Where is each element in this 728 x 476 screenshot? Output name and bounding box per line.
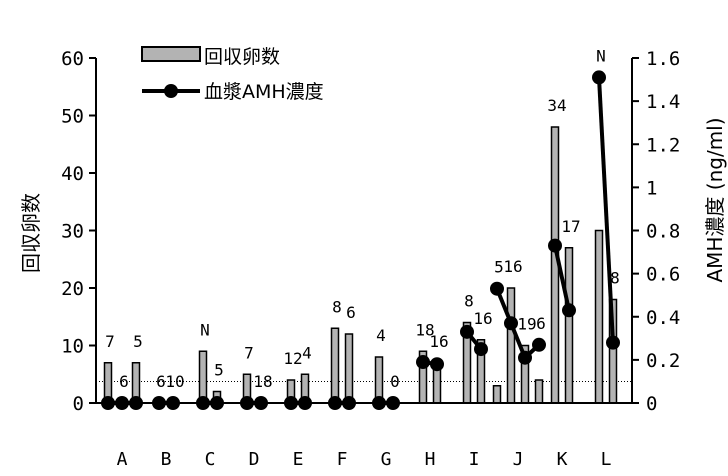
category-label: E — [293, 449, 304, 470]
right-tick-label: 1 — [646, 177, 657, 199]
bar — [594, 229, 604, 404]
right-tick-label: 0 — [646, 393, 657, 415]
right-tick-label: 0.2 — [646, 350, 680, 372]
right-tick-label: 1.6 — [646, 48, 680, 70]
left-tick-label: 50 — [61, 106, 84, 128]
bar — [344, 333, 354, 404]
amh-point — [562, 303, 576, 318]
right-tick-label: 0.8 — [646, 221, 680, 243]
data-label: 4 — [376, 326, 386, 345]
data-label: 4 — [302, 343, 312, 362]
category-label: J — [513, 449, 524, 470]
category-label: B — [161, 449, 172, 470]
data-label: 8 — [332, 297, 342, 316]
right-tick-label: 1.4 — [646, 91, 680, 113]
amh-point — [490, 281, 504, 296]
data-label: 8 — [610, 269, 620, 288]
category-label: F — [337, 449, 348, 470]
category-label: L — [601, 449, 612, 470]
category-label: D — [249, 449, 260, 470]
data-label: 8 — [464, 292, 474, 311]
bar — [564, 247, 574, 404]
bar — [198, 350, 208, 404]
bar — [492, 385, 502, 404]
bar — [506, 287, 516, 404]
amh-point — [430, 357, 444, 372]
category-label: H — [425, 449, 436, 470]
data-label: 5 — [214, 361, 224, 380]
right-tick-label: 0.6 — [646, 264, 680, 286]
bar-layer — [103, 126, 618, 404]
legend-bar-label: 回収卵数 — [204, 46, 280, 68]
left-tick-label: 30 — [61, 221, 84, 243]
category-label: A — [117, 449, 128, 470]
left-tick-label: 0 — [73, 393, 84, 415]
data-label: 5 — [133, 332, 143, 351]
right-tick-label: 1.2 — [646, 134, 680, 156]
data-label: 16 — [473, 309, 492, 328]
amh-line — [553, 245, 571, 311]
left-axis-title: 回収卵数 — [19, 193, 43, 273]
data-label: 10 — [165, 372, 184, 391]
bar — [330, 327, 340, 404]
amh-point — [416, 355, 430, 370]
amh-point — [592, 70, 606, 85]
legend-line-marker — [164, 84, 178, 98]
data-label: 34 — [547, 96, 566, 115]
amh-point — [606, 335, 620, 350]
data-label: 6 — [346, 303, 356, 322]
left-tick-label: 20 — [61, 278, 84, 300]
amh-point — [548, 238, 562, 253]
label-layer: 010203040506000.20.40.60.811.21.41.6765A… — [61, 46, 680, 470]
data-label: 16 — [503, 257, 522, 276]
line-layer — [101, 70, 620, 410]
legend: 回収卵数 血漿AMH濃度 — [141, 46, 324, 103]
bar — [534, 379, 544, 404]
data-label: 7 — [244, 343, 254, 362]
amh-line — [495, 287, 541, 360]
amh-point — [532, 337, 546, 352]
legend-line-label: 血漿AMH濃度 — [204, 81, 324, 103]
data-label: 6 — [536, 314, 546, 333]
data-label: 6 — [119, 372, 129, 391]
category-label: G — [381, 449, 392, 470]
data-label: 18 — [415, 320, 434, 339]
amh-line — [597, 77, 615, 343]
data-label: N — [200, 320, 210, 339]
amh-point — [518, 350, 532, 365]
data-label: 0 — [390, 372, 400, 391]
data-label: 5 — [494, 258, 504, 277]
left-tick-label: 60 — [61, 48, 84, 70]
category-label: I — [469, 449, 480, 470]
data-label: 7 — [105, 332, 115, 351]
category-label: C — [205, 449, 216, 470]
data-label: N — [596, 46, 606, 65]
amh-point — [474, 342, 488, 357]
amh-point — [504, 316, 518, 331]
right-axis-title: AMH濃度 (ng/ml) — [703, 117, 727, 282]
data-label: 17 — [561, 217, 580, 236]
category-label: K — [557, 449, 568, 470]
left-tick-label: 10 — [61, 336, 84, 358]
data-label: 6 — [156, 372, 166, 391]
left-tick-label: 40 — [61, 163, 84, 185]
right-tick-label: 0.4 — [646, 307, 680, 329]
data-label: 19 — [517, 315, 536, 334]
axis-layer — [89, 57, 639, 404]
amh-point — [460, 324, 474, 339]
data-label: 16 — [429, 332, 448, 351]
legend-bar-swatch — [141, 46, 201, 62]
data-label: 18 — [253, 372, 272, 391]
data-label: 12 — [283, 349, 302, 368]
